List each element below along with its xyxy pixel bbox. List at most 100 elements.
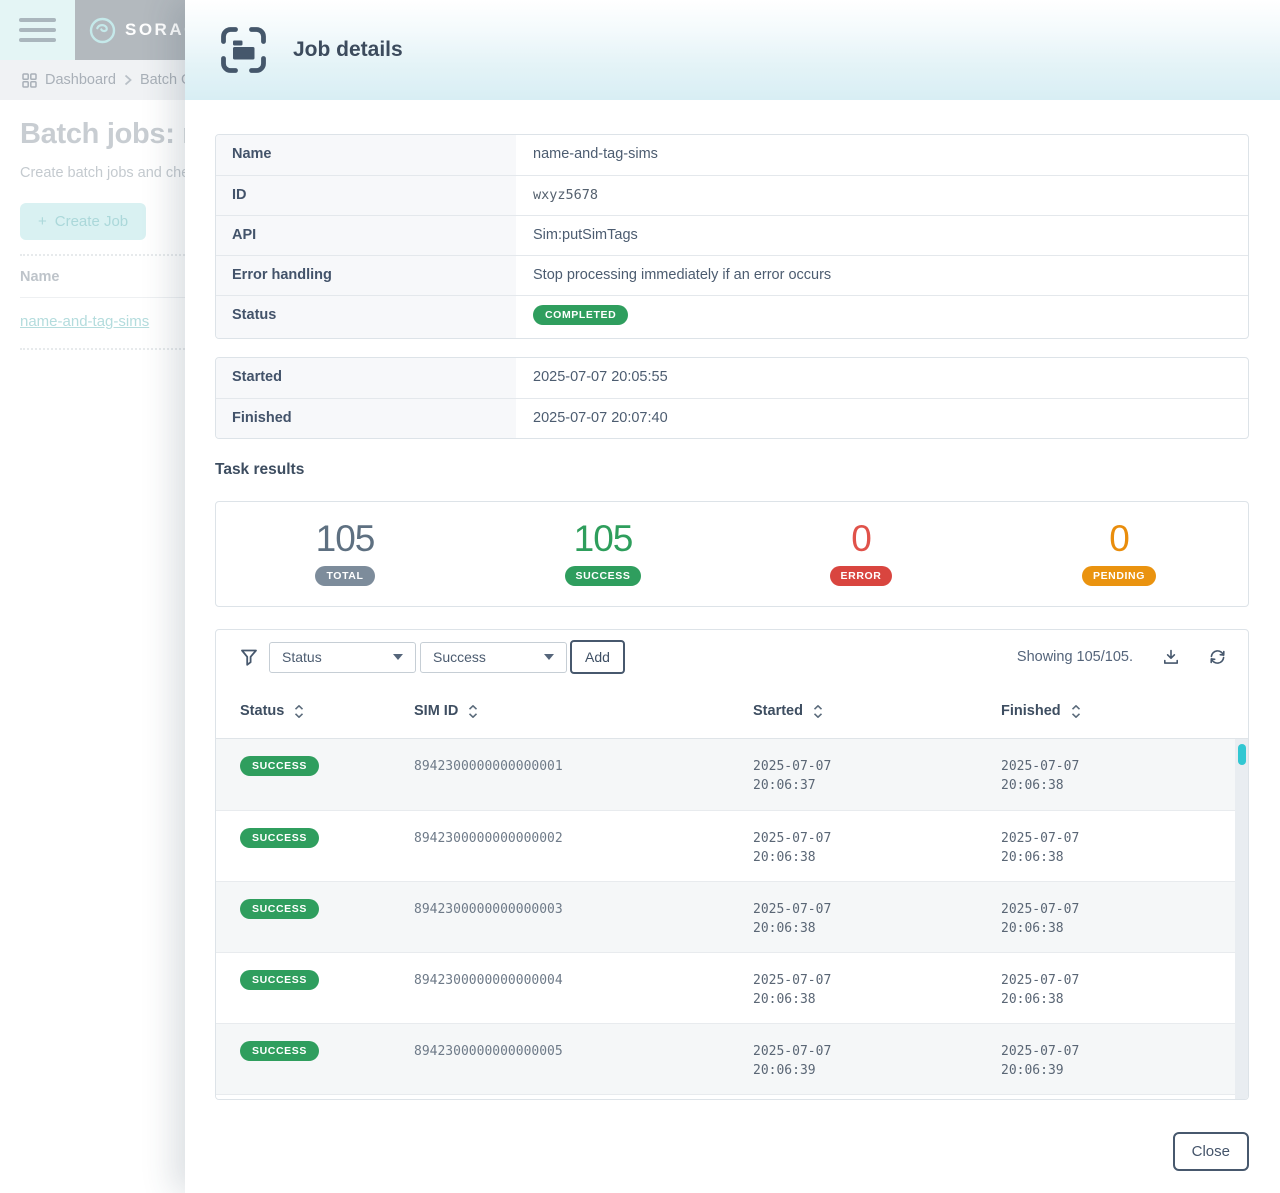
table-row: Name name-and-tag-sims (216, 135, 1248, 175)
dotted-divider (20, 254, 185, 256)
column-header-status[interactable]: Status (240, 703, 414, 719)
sort-icon (469, 704, 478, 718)
background-content: Batch jobs: my Create batch jobs and che… (0, 100, 185, 350)
dashboard-icon (22, 72, 37, 88)
jobs-list-column-header: Name (20, 269, 60, 285)
row-status-badge: SUCCESS (240, 899, 319, 919)
row-finished: 2025-07-07 20:06:38 (1001, 759, 1080, 793)
table-row: Finished 2025-07-07 20:07:40 (216, 398, 1248, 438)
stat-label-badge: TOTAL (315, 566, 375, 586)
row-label: Started (216, 358, 516, 398)
results-table-body: SUCCESS 8942300000000000001 2025-07-07 2… (216, 739, 1248, 1099)
download-button[interactable] (1163, 649, 1179, 665)
finished-value: 2025-07-07 20:07:40 (533, 410, 668, 426)
task-results-heading: Task results (215, 461, 305, 478)
hamburger-icon (19, 28, 56, 32)
job-id-value: wxyz5678 (533, 187, 599, 203)
stat-card: 0 PENDING (990, 518, 1248, 586)
stat-label-badge: ERROR (829, 566, 893, 586)
drawer-body: Name name-and-tag-sims ID wxyz5678 API S… (185, 134, 1280, 1171)
stat-label-badge: PENDING (1081, 566, 1157, 586)
row-finished: 2025-07-07 20:06:39 (1001, 1044, 1080, 1078)
row-started: 2025-07-07 20:06:38 (753, 831, 832, 865)
create-job-label: Create Job (54, 213, 129, 230)
job-details-icon (221, 27, 266, 73)
job-name-value: name-and-tag-sims (533, 146, 658, 162)
filter-field-select[interactable]: Status (269, 641, 416, 673)
row-sim-id: 8942300000000000003 (414, 902, 563, 917)
row-status-badge: SUCCESS (240, 1041, 319, 1061)
row-finished: 2025-07-07 20:06:38 (1001, 831, 1080, 865)
create-job-button[interactable]: + Create Job (20, 203, 147, 240)
job-attributes-table: Name name-and-tag-sims ID wxyz5678 API S… (215, 134, 1249, 339)
page-title: Batch jobs: my (20, 118, 185, 150)
started-value: 2025-07-07 20:05:55 (533, 369, 668, 385)
row-started: 2025-07-07 20:06:38 (753, 973, 832, 1007)
sort-icon (295, 704, 304, 718)
filter-operand-select[interactable]: Success (420, 641, 567, 673)
row-label: Error handling (216, 256, 516, 295)
column-label: Started (753, 703, 803, 719)
plus-icon: + (38, 213, 47, 230)
divider (20, 297, 185, 298)
job-name-link[interactable]: name-and-tag-sims (20, 313, 150, 330)
row-sim-id: 8942300000000000004 (414, 973, 563, 988)
page-subtitle: Create batch jobs and chec (20, 165, 185, 181)
table-row[interactable]: SUCCESS 8942300000000000001 2025-07-07 2… (216, 739, 1235, 810)
stat-number: 0 (851, 518, 872, 559)
chevron-down-icon (393, 654, 403, 660)
drawer-footer: Close (215, 1132, 1249, 1171)
column-header-sim-id[interactable]: SIM ID (414, 703, 753, 719)
hamburger-menu-button[interactable] (0, 0, 75, 60)
chevron-down-icon (544, 654, 554, 660)
refresh-icon (1210, 650, 1225, 664)
task-results-stats: 105 TOTAL 105 SUCCESS 0 ERROR 0 (215, 501, 1249, 607)
results-table-header: Status SIM ID Started Finished (216, 684, 1248, 739)
sort-icon (1071, 704, 1080, 718)
add-filter-button[interactable]: Add (570, 640, 625, 674)
column-header-started[interactable]: Started (753, 703, 1001, 719)
sort-icon (813, 704, 823, 718)
table-row[interactable]: SUCCESS 8942300000000000005 2025-07-07 2… (216, 1023, 1235, 1094)
row-label: API (216, 216, 516, 255)
stat-card: 0 ERROR (732, 518, 990, 586)
table-row[interactable]: SUCCESS 8942300000000000002 2025-07-07 2… (216, 810, 1235, 881)
table-row[interactable]: SUCCESS 8942300000000000004 2025-07-07 2… (216, 952, 1235, 1023)
row-started: 2025-07-07 20:06:39 (753, 1044, 832, 1078)
refresh-button[interactable] (1209, 649, 1226, 665)
drawer-title: Job details (293, 38, 403, 61)
row-sim-id: 8942300000000000001 (414, 759, 563, 774)
filter-field-value: Status (282, 649, 322, 665)
brand-logo[interactable]: SORACOM (75, 0, 185, 60)
close-button[interactable]: Close (1172, 1132, 1249, 1171)
column-label: SIM ID (414, 703, 459, 719)
breadcrumb-item-dashboard[interactable]: Dashboard (45, 72, 116, 88)
table-row: API Sim:putSimTags (216, 215, 1248, 255)
showing-count-text: Showing 105/105. (1016, 649, 1133, 665)
stat-number: 105 (573, 518, 634, 559)
column-label: Finished (1001, 703, 1061, 719)
hamburger-icon (19, 38, 56, 42)
row-status-badge: SUCCESS (240, 756, 319, 776)
column-header-finished[interactable]: Finished (1001, 703, 1248, 719)
row-finished: 2025-07-07 20:06:38 (1001, 902, 1080, 936)
row-label: Name (216, 135, 516, 175)
breadcrumb-item-batch-groups[interactable]: Batch Gro (139, 72, 185, 88)
row-label: ID (216, 176, 516, 215)
drawer-header: Job details (185, 0, 1280, 100)
table-row: Started 2025-07-07 20:05:55 (216, 358, 1248, 398)
column-label: Status (240, 703, 285, 719)
job-api-value: Sim:putSimTags (533, 227, 638, 243)
chevron-right-icon (124, 74, 132, 86)
table-row[interactable]: SUCCESS 8942300000000000003 2025-07-07 2… (216, 881, 1235, 952)
scrollbar-thumb[interactable] (1238, 744, 1246, 765)
row-sim-id: 8942300000000000005 (414, 1044, 563, 1059)
stat-label-badge: SUCCESS (564, 566, 642, 586)
table-row: ID wxyz5678 (216, 175, 1248, 215)
row-sim-id: 8942300000000000002 (414, 831, 563, 846)
error-handling-value: Stop processing immediately if an error … (533, 267, 832, 283)
row-status-badge: SUCCESS (240, 970, 319, 990)
download-icon (1164, 649, 1178, 664)
job-times-table: Started 2025-07-07 20:05:55 Finished 202… (215, 357, 1249, 439)
scrollbar-track[interactable] (1235, 739, 1248, 1099)
